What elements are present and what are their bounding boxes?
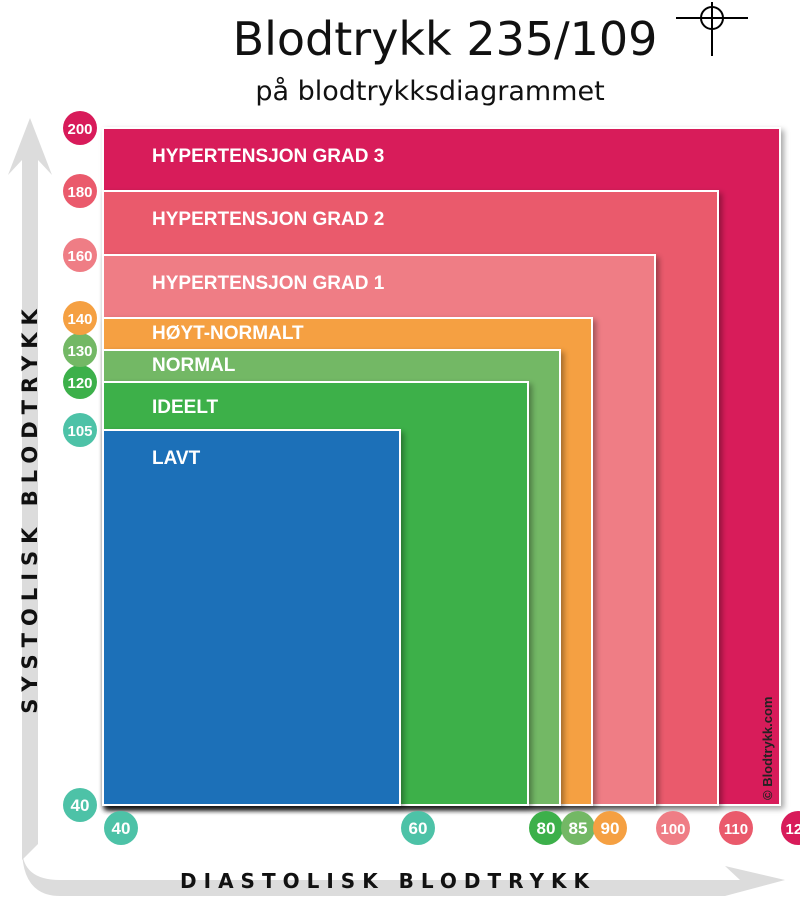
y-tick-label: 180 <box>67 184 92 201</box>
x-tick-label: 90 <box>601 819 620 838</box>
x-tick-badge <box>719 811 753 845</box>
y-tick-label: 140 <box>67 311 92 328</box>
x-axis-label: DIASTOLISK BLODTRYKK <box>180 869 596 893</box>
y-tick-label: 130 <box>67 343 92 360</box>
x-tick-badge <box>593 811 627 845</box>
x-tick-badge <box>561 811 595 845</box>
y-tick-label: 105 <box>67 423 92 440</box>
y-tick-badge <box>63 413 97 447</box>
x-tick-label: 80 <box>537 819 556 838</box>
region-lavt <box>102 429 401 806</box>
x-axis-arrow <box>22 848 785 896</box>
region-label: NORMAL <box>152 355 236 376</box>
y-tick-badge <box>63 365 97 399</box>
region-label: HØYT-NORMALT <box>152 323 304 344</box>
x-tick-label: 110 <box>724 821 748 838</box>
watermark: © Blodtrykk.com <box>760 697 775 801</box>
y-tick-badge <box>63 111 97 145</box>
x-tick-label: 40 <box>112 819 131 838</box>
y-tick-label: 40 <box>71 796 90 815</box>
y-tick-badge <box>63 333 97 367</box>
crosshair-target-icon <box>676 2 748 56</box>
x-tick-badge <box>401 811 435 845</box>
region-label: HYPERTENSJON GRAD 3 <box>152 146 384 167</box>
x-tick-badge <box>104 811 138 845</box>
x-tick-badge <box>529 811 563 845</box>
x-tick-label: 60 <box>409 819 428 838</box>
region-label: HYPERTENSJON GRAD 1 <box>152 273 385 294</box>
x-tick-label: 120 <box>785 821 800 838</box>
x-tick-label: 85 <box>569 819 588 838</box>
y-axis-label: SYSTOLISK BLODTRYKK <box>18 302 42 714</box>
y-tick-badge <box>63 788 97 822</box>
y-tick-label: 120 <box>67 375 92 392</box>
y-tick-label: 200 <box>67 121 92 138</box>
region-label: HYPERTENSJON GRAD 2 <box>152 209 384 230</box>
x-tick-badge <box>656 811 690 845</box>
y-tick-badge <box>63 238 97 272</box>
y-tick-label: 160 <box>67 248 92 265</box>
y-axis-arrow <box>8 118 52 860</box>
y-tick-badge <box>63 301 97 335</box>
region-label: LAVT <box>152 448 201 469</box>
chart-subtitle: på blodtrykksdiagrammet <box>255 76 605 107</box>
x-tick-badge <box>781 811 800 845</box>
region-label: IDEELT <box>152 397 219 418</box>
chart-title: Blodtrykk 235/109 <box>232 12 658 66</box>
y-tick-badge <box>63 174 97 208</box>
x-tick-label: 100 <box>660 821 685 838</box>
